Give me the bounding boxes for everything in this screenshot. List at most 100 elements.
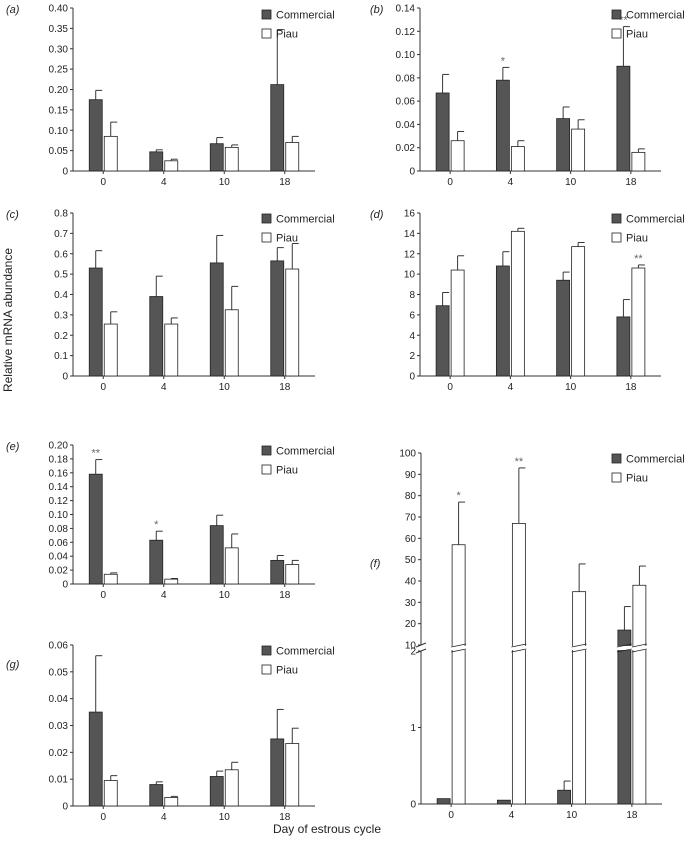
bar [556,118,571,172]
legend-label: Commercial [276,446,335,458]
bar-break-mark [511,648,527,653]
bar [451,544,466,805]
legend-label: Piau [276,465,298,477]
bar [510,146,525,172]
y-tick-label: 100 [399,449,416,460]
y-tick-label: 0.04 [396,120,416,131]
bar [224,146,239,172]
y-tick-label: 0.02 [49,748,69,759]
y-tick-label: 20 [405,619,417,630]
bar [495,79,510,172]
legend-label: Commercial [276,10,335,22]
y-tick-label: 0.02 [396,143,416,154]
bar [617,629,632,805]
axis-break-gap [631,646,647,650]
legend-swatch [261,213,272,224]
x-tick-label: 10 [219,382,231,393]
bar [450,140,465,172]
bar [631,267,646,377]
bar [571,246,586,377]
chart-panel-g: (g) 0 0.01 0.02 0.03 0.04 0.05 0.06 0 4 10 18 Commer… [6,641,335,824]
y-tick-label: 0.20 [49,85,69,96]
legend: Commercial Piau [261,646,335,677]
bar [285,268,300,377]
y-tick-label: 16 [404,209,416,220]
panel-label: (b) [370,4,384,16]
x-tick-label: 18 [279,590,291,601]
bar [495,265,510,377]
bar [88,267,103,377]
x-tick-label: 0 [447,382,453,393]
legend-swatch [261,464,272,475]
y-tick-label: 0.18 [49,454,69,465]
legend-label: Piau [276,29,298,41]
y-tick-label: 0.5 [54,270,68,281]
legend-swatch [611,213,622,224]
y-tick-label: 0.10 [49,510,69,521]
significance-marker: * [501,55,506,67]
legend: Commercial Piau [611,213,685,245]
legend-swatch [261,9,272,20]
x-tick-label: 0 [100,812,106,823]
bar [149,151,164,172]
bar [164,160,179,172]
x-tick-label: 4 [161,812,167,823]
x-tick-label: 10 [565,177,577,188]
bar [224,547,239,585]
y-tick-label: 0.04 [49,694,69,705]
y-tick-label: 0.20 [49,441,69,452]
x-tick-label: 4 [508,382,514,393]
x-tick-label: 4 [161,177,167,188]
y-tick-label: 0 [410,800,416,811]
bar [209,143,224,172]
x-tick-label: 0 [100,590,106,601]
x-tick-label: 0 [448,810,454,821]
y-tick-label: 0 [62,372,68,383]
bar [149,784,164,807]
bar [450,269,465,377]
legend: Commercial Piau [611,454,685,485]
bar [164,323,179,377]
y-tick-label: 0.06 [396,97,416,108]
bar-break-mark [451,643,467,648]
legend-swatch [611,472,622,483]
legend-swatch [611,9,622,20]
bar [88,99,103,172]
bar [632,584,647,805]
y-tick-label: 70 [405,513,417,524]
bar-break-mark [571,648,587,653]
legend-swatch [611,28,622,39]
legend: Commercial Piau [261,9,335,41]
x-tick-label: 4 [509,810,515,821]
significance-marker: ** [91,448,100,460]
bar-break-mark [616,648,632,653]
y-tick-label: 0.1 [54,351,68,362]
bar [103,135,118,172]
y-tick-label: 6 [409,310,415,321]
bar [270,559,285,585]
bar [631,151,646,172]
bar [270,738,285,807]
panel-label: (c) [6,209,19,221]
y-tick-label: 0.6 [54,249,68,260]
chart-panel-e: (e) 0 0.02 0.04 0.06 0.08 0.10 0.12 0.14 0.16 0.18… [6,441,335,602]
y-tick-label: 0.06 [49,538,69,549]
x-tick-label: 10 [219,812,231,823]
panel-label: (e) [6,441,20,453]
x-tick-label: 18 [625,382,637,393]
legend-swatch [611,232,622,243]
bar-break-mark [451,648,467,653]
panel-label: (f) [370,558,381,570]
y-tick-label: 0.10 [396,50,416,61]
legend-label: Commercial [276,214,335,226]
panel-label: (d) [370,209,384,221]
y-tick-label: 60 [405,534,417,545]
x-tick-label: 10 [566,810,578,821]
significance-marker: ** [634,253,643,265]
x-tick-label: 10 [565,382,577,393]
bar-break-mark [616,643,632,648]
y-tick-label: 40 [405,577,417,588]
legend-swatch [261,232,272,243]
